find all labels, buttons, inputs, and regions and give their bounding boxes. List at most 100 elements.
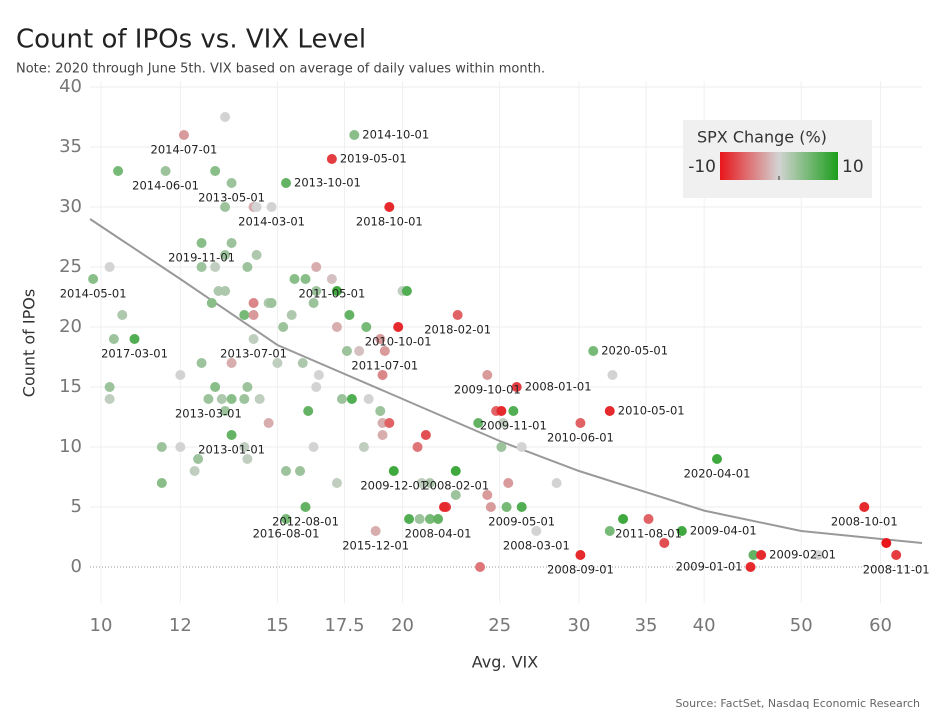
data-point [251,250,262,260]
data-point [349,130,360,140]
data-point [424,478,435,488]
data-point [379,346,390,356]
data-point [745,562,756,572]
data-point [104,262,115,272]
data-point [251,202,262,212]
data-point [331,286,342,296]
data-point [503,478,514,488]
data-point [331,322,342,332]
data-point [891,550,902,560]
data-point [281,178,292,188]
data-point [226,238,237,248]
data-point [414,514,425,524]
data-point [248,334,259,344]
data-point [439,502,450,512]
point-label: 2018-10-01 [356,215,423,229]
data-point [346,394,357,404]
data-point [254,394,265,404]
data-point [508,406,519,416]
point-label: 2009-05-01 [488,515,555,529]
data-point [281,514,292,524]
point-label: 2016-08-01 [253,527,320,541]
point-label: 2014-07-01 [151,143,218,157]
data-point [344,310,355,320]
data-point [450,490,461,500]
data-point [206,298,217,308]
data-point [575,418,586,428]
data-point [220,286,231,296]
legend-max: 10 [842,157,864,177]
point-label: 2013-01-01 [198,443,265,457]
data-point [473,418,484,428]
x-tick-label: 35 [635,615,658,636]
data-point [604,526,615,536]
data-point [482,490,493,500]
point-label: 2008-09-01 [547,563,614,577]
point-label: 2013-10-01 [294,176,361,190]
point-label: 2011-05-01 [298,287,365,301]
y-tick-label: 35 [59,136,82,157]
point-label: 2014-10-01 [362,128,429,142]
point-label: 2009-10-01 [454,383,521,397]
data-point [516,442,527,452]
data-point [496,442,507,452]
point-label: 2009-02-01 [769,548,836,562]
data-point [859,502,870,512]
point-label: 2020-05-01 [601,344,668,358]
data-point [482,370,493,380]
data-point [129,334,140,344]
source-note: Source: FactSet, Nasdaq Economic Researc… [675,697,920,710]
y-tick-label: 40 [59,76,82,97]
x-tick-label: 50 [790,615,813,636]
data-point [551,478,562,488]
data-point [295,466,306,476]
data-point [575,550,586,560]
data-point [475,562,486,572]
data-point [226,178,237,188]
data-point [531,526,542,536]
data-point [363,394,374,404]
data-point [248,310,259,320]
data-point [303,406,314,416]
data-point [607,370,618,380]
point-label: 2011-07-01 [351,359,418,373]
data-point [377,370,388,380]
x-tick-label: 25 [488,615,511,636]
data-point [516,502,527,512]
point-label: 2008-03-01 [503,539,570,553]
data-point [496,406,507,416]
data-point [326,154,337,164]
data-point [156,442,167,452]
data-point [433,514,444,524]
point-label: 2011-08-01 [615,527,682,541]
data-point [485,502,496,512]
data-point [404,514,415,524]
data-point [311,286,322,296]
point-label: 2008-10-01 [831,515,898,529]
data-point [588,346,599,356]
data-point [248,298,259,308]
data-point [175,442,186,452]
point-label: 2018-02-01 [424,323,491,337]
data-point [361,322,372,332]
x-tick-label: 15 [266,615,289,636]
data-point [498,418,509,428]
x-tick-label: 12 [169,615,192,636]
data-point [193,454,204,464]
data-point [748,550,759,560]
data-point [104,394,115,404]
data-point [308,442,319,452]
point-label: 2010-10-01 [365,335,432,349]
data-point [311,262,322,272]
legend-min: -10 [688,157,716,177]
data-point [242,382,253,392]
data-point [375,334,386,344]
data-point [659,538,670,548]
x-tick-label: 10 [90,615,113,636]
y-tick-label: 10 [59,436,82,457]
point-label: 2009-11-01 [480,419,547,433]
point-label: 2009-01-01 [676,560,743,574]
data-point [604,406,615,416]
y-tick-label: 20 [59,316,82,337]
